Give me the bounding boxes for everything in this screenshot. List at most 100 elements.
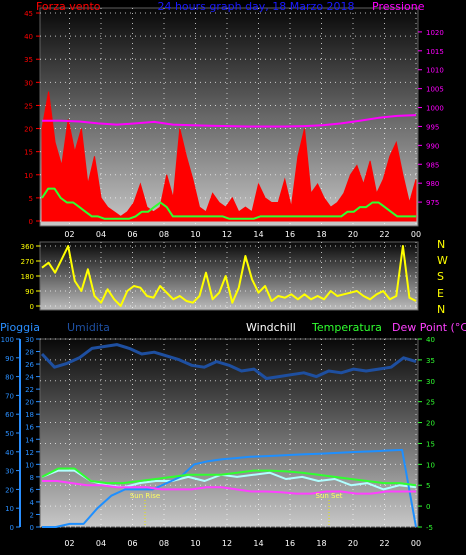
rain-axis-label: 0: [30, 524, 34, 532]
hour-tick-label: 08: [159, 230, 169, 239]
humidity-axis-label: 10: [5, 505, 14, 513]
humidity-axis-label: 60: [5, 411, 14, 419]
wind-axis-label: 10: [24, 172, 33, 180]
direction-axis-label: 180: [21, 273, 34, 281]
chart-title: 24 hours graph day, 18 Marzo 2018: [157, 0, 354, 13]
dewpoint-label: Dew Point (°C): [392, 321, 466, 334]
hour-tick-label: 20: [348, 230, 358, 239]
wind-axis-label: 35: [24, 56, 33, 64]
wind-axis-label: 15: [24, 149, 33, 157]
temperature-axis-label: 25: [426, 399, 435, 407]
hour-tick-label: 06: [127, 230, 137, 239]
rain-axis-label: 4: [30, 499, 35, 507]
hour-tick-label: 18: [316, 539, 326, 548]
hour-tick-label: 04: [96, 230, 106, 239]
compass-label-w: W: [437, 254, 448, 267]
hour-tick-label: 12: [222, 230, 232, 239]
rain-axis-label: 2: [30, 511, 34, 519]
rain-axis-label: 18: [25, 411, 34, 419]
pressure-label: Pressione: [372, 0, 425, 13]
hour-tick-label: 20: [348, 539, 358, 548]
humidity-axis-label: 90: [5, 355, 14, 363]
rain-axis-label: 28: [25, 349, 34, 357]
humidity-axis-label: 70: [5, 392, 14, 400]
hour-tick-label: 04: [96, 539, 106, 548]
hour-tick-label: 10: [190, 539, 200, 548]
hour-tick-label: 14: [253, 539, 263, 548]
windchill-label: Windchill: [246, 321, 296, 334]
rain-axis-label: 12: [25, 449, 34, 457]
wind-axis-label: 30: [24, 79, 33, 87]
temperature-axis-label: -5: [426, 524, 433, 532]
hour-tick-label: 02: [64, 539, 74, 548]
humidity-label: Umidita: [67, 321, 110, 334]
wind-axis-label: 0: [29, 218, 33, 226]
pressure-series: [42, 114, 417, 128]
hour-tick-label: 22: [379, 230, 389, 239]
sun-set-label: Sun Set: [315, 492, 342, 500]
temperature-axis-label: 35: [426, 357, 435, 365]
compass-label-s: S: [437, 270, 444, 283]
sun-rise-label: Sun Rise: [130, 492, 160, 500]
temperature-axis-label: 5: [426, 482, 430, 490]
hour-tick-label: 10: [190, 230, 200, 239]
temperature-series: [41, 467, 417, 487]
rain-axis-label: 8: [30, 474, 34, 482]
compass-label-n-bottom: N: [437, 303, 445, 316]
pressure-axis-label: 985: [426, 161, 439, 169]
rain-axis-label: 16: [25, 424, 34, 432]
direction-panel-background: [39, 241, 419, 311]
rain-axis-label: 22: [25, 386, 34, 394]
humidity-axis-label: 0: [10, 524, 14, 532]
wind-axis-label: 20: [24, 126, 33, 134]
temperature-label: Temperatura: [311, 321, 382, 334]
direction-axis-label: 360: [21, 243, 34, 251]
humidity-axis-label: 100: [1, 336, 14, 344]
hour-tick-label: 08: [159, 539, 169, 548]
hour-tick-label: 06: [127, 539, 137, 548]
hour-tick-label: 12: [222, 539, 232, 548]
humidity-axis-label: 80: [5, 374, 14, 382]
rain-axis-label: 14: [25, 436, 34, 444]
temperature-axis-label: 30: [426, 378, 435, 386]
wind-axis-label: 40: [24, 33, 33, 41]
direction-axis-label: 270: [21, 258, 34, 266]
compass-label-n-top: N: [437, 238, 445, 251]
pressure-axis-label: 1005: [426, 86, 444, 94]
humidity-axis-label: 20: [5, 486, 14, 494]
climate-panel-background: [39, 338, 419, 528]
windchill-series: [41, 469, 417, 491]
temperature-axis-label: 15: [426, 440, 435, 448]
hour-tick-label: 16: [285, 230, 295, 239]
hour-tick-label: 16: [285, 539, 295, 548]
pressure-axis-label: 1020: [426, 29, 444, 37]
humidity-axis-label: 30: [5, 468, 14, 476]
humidity-axis-label: 40: [5, 449, 14, 457]
compass-label-e: E: [437, 287, 444, 300]
hour-tick-label: 02: [64, 230, 74, 239]
wind-direction-series: [41, 245, 417, 307]
rain-axis-label: 6: [30, 486, 35, 494]
pressure-axis-label: 990: [426, 142, 439, 150]
wind-axis-label: 45: [24, 10, 33, 18]
pressure-axis-label: 995: [426, 123, 439, 131]
rain-axis-label: 30: [25, 336, 34, 344]
hour-tick-label: 00: [411, 230, 421, 239]
direction-axis-label: 90: [25, 288, 34, 296]
pressure-axis-label: 1015: [426, 48, 444, 56]
rain-series: [42, 448, 417, 528]
dewpoint-series: [42, 480, 416, 495]
rain-axis-label: 26: [25, 361, 34, 369]
hour-tick-label: 18: [316, 230, 326, 239]
pressure-axis-label: 1010: [426, 67, 444, 75]
temperature-axis-label: 10: [426, 461, 435, 469]
gust-series: [41, 187, 416, 220]
direction-axis-label: 0: [30, 303, 34, 311]
temperature-axis-label: 40: [426, 336, 435, 344]
pressure-axis-label: 1000: [426, 105, 444, 113]
wind-speed-label: Forza vento: [36, 0, 101, 13]
rain-axis-label: 20: [25, 399, 34, 407]
temperature-axis-label: 0: [426, 503, 430, 511]
rain-label: Pioggia: [0, 321, 40, 334]
